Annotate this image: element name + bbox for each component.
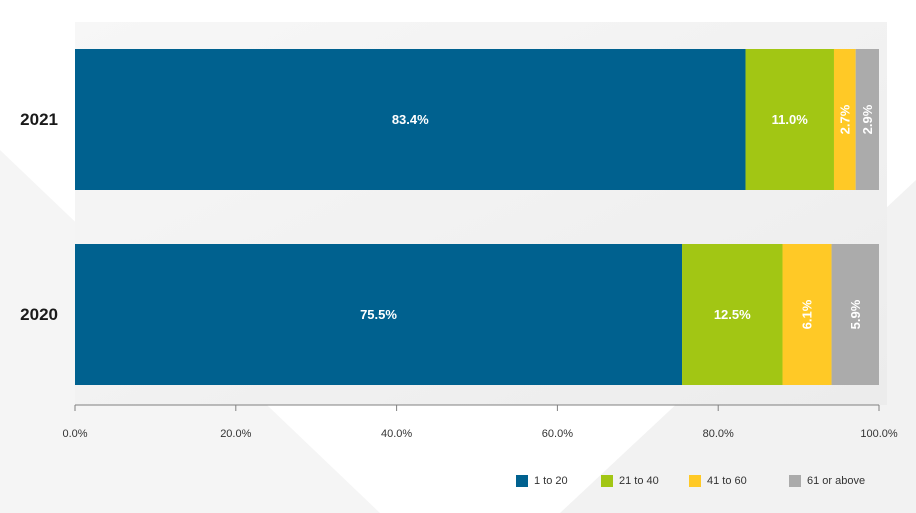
bar-segment [682,244,783,385]
legend-label: 41 to 60 [707,475,747,487]
category-label: 2020 [20,305,58,324]
legend-label: 21 to 40 [619,475,659,487]
x-tick-label: 20.0% [220,428,251,440]
legend-swatch [689,475,701,487]
legend-label: 61 or above [807,475,865,487]
data-label: 12.5% [714,307,751,322]
x-axis: 0.0% 20.0% 40.0% 60.0% 80.0% 100.0% [62,404,898,440]
legend-swatch [601,475,613,487]
bars: 83.4% 11.0% 2.7% 2.9% 75.5% 12.5% 6.1% 5.9% [75,49,879,385]
x-tick-label: 0.0% [62,428,87,440]
data-label: 2.7% [837,104,852,134]
bar-segment [75,49,746,190]
bar-segment [855,49,879,190]
legend-swatch [516,475,528,487]
x-tick-label: 80.0% [703,428,734,440]
legend: 1 to 20 21 to 40 41 to 60 61 or above [516,475,865,487]
x-tick-label: 100.0% [860,428,898,440]
data-label: 83.4% [392,112,429,127]
category-label: 2021 [20,110,58,129]
data-label: 75.5% [360,307,397,322]
x-tick-label: 40.0% [381,428,412,440]
x-tick-label: 60.0% [542,428,573,440]
data-label: 6.1% [800,299,815,329]
legend-label: 1 to 20 [534,475,568,487]
bar-segment [831,244,879,385]
bar-segment [833,49,856,190]
data-label: 2.9% [860,104,875,134]
bar-segment [782,244,832,385]
category-labels: 2021 2020 [20,110,58,324]
bar-segment [75,244,683,385]
data-label: 11.0% [772,112,809,127]
data-label: 5.9% [848,299,863,329]
bar-segment [745,49,834,190]
legend-swatch [789,475,801,487]
